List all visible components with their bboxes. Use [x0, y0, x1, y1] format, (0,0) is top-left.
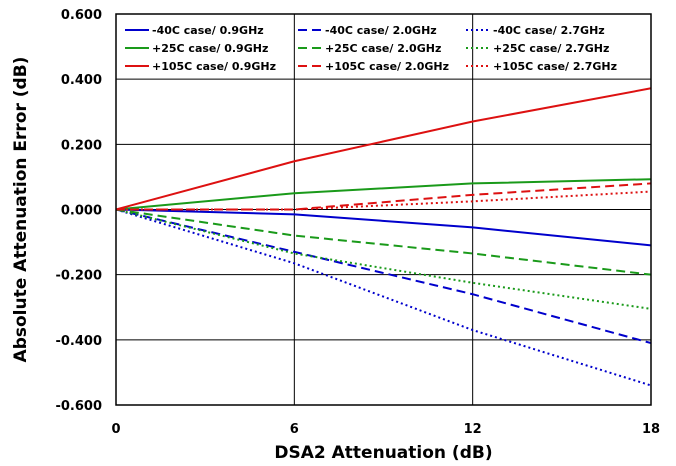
legend-label: +25C case/ 2.0GHz [325, 42, 441, 55]
x-tick-label: 0 [111, 422, 120, 437]
legend-label: +105C case/ 2.0GHz [325, 60, 449, 73]
x-tick-label: 18 [642, 422, 660, 437]
x-tick-labels: 0 6 12 18 [111, 422, 660, 437]
plot-border [115, 13, 652, 406]
series-line [115, 208, 652, 387]
legend: -40C case/ 0.9GHz -40C case/ 2.0GHz -40C c… [125, 24, 617, 73]
plot-frame [115, 13, 652, 406]
x-tick-label: 6 [290, 422, 299, 437]
y-tick-label: 0.600 [61, 8, 102, 23]
y-tick-label: 0.400 [61, 73, 102, 88]
y-tick-labels: 0.600 0.400 0.200 0.000 -0.200 -0.400 -0.600 [55, 8, 102, 414]
legend-label: -40C case/ 0.9GHz [152, 24, 264, 37]
y-tick-label: 0.200 [61, 138, 102, 153]
series-lines [115, 87, 652, 387]
legend-label: +105C case/ 0.9GHz [152, 60, 276, 73]
legend-label: -40C case/ 2.7GHz [493, 24, 605, 37]
y-axis-title: Absolute Attenuation Error (dB) [11, 57, 31, 363]
series-line [115, 208, 652, 276]
series-line [116, 190, 652, 211]
legend-label: +25C case/ 2.7GHz [493, 42, 609, 55]
series-line [116, 182, 652, 211]
series-line [115, 208, 652, 310]
y-tick-label: -0.200 [55, 269, 102, 284]
x-tick-label: 12 [464, 422, 482, 437]
series-line [115, 178, 652, 211]
legend-label: -40C case/ 2.0GHz [325, 24, 437, 37]
y-tick-label: -0.600 [55, 399, 102, 414]
x-axis-title: DSA2 Attenuation (dB) [274, 443, 492, 463]
series-line [115, 208, 652, 247]
y-tick-label: -0.400 [55, 334, 102, 349]
y-tick-label: 0.000 [61, 204, 102, 219]
series-line [115, 87, 652, 211]
legend-label: +25C case/ 0.9GHz [152, 42, 268, 55]
legend-label: +105C case/ 2.7GHz [493, 60, 617, 73]
